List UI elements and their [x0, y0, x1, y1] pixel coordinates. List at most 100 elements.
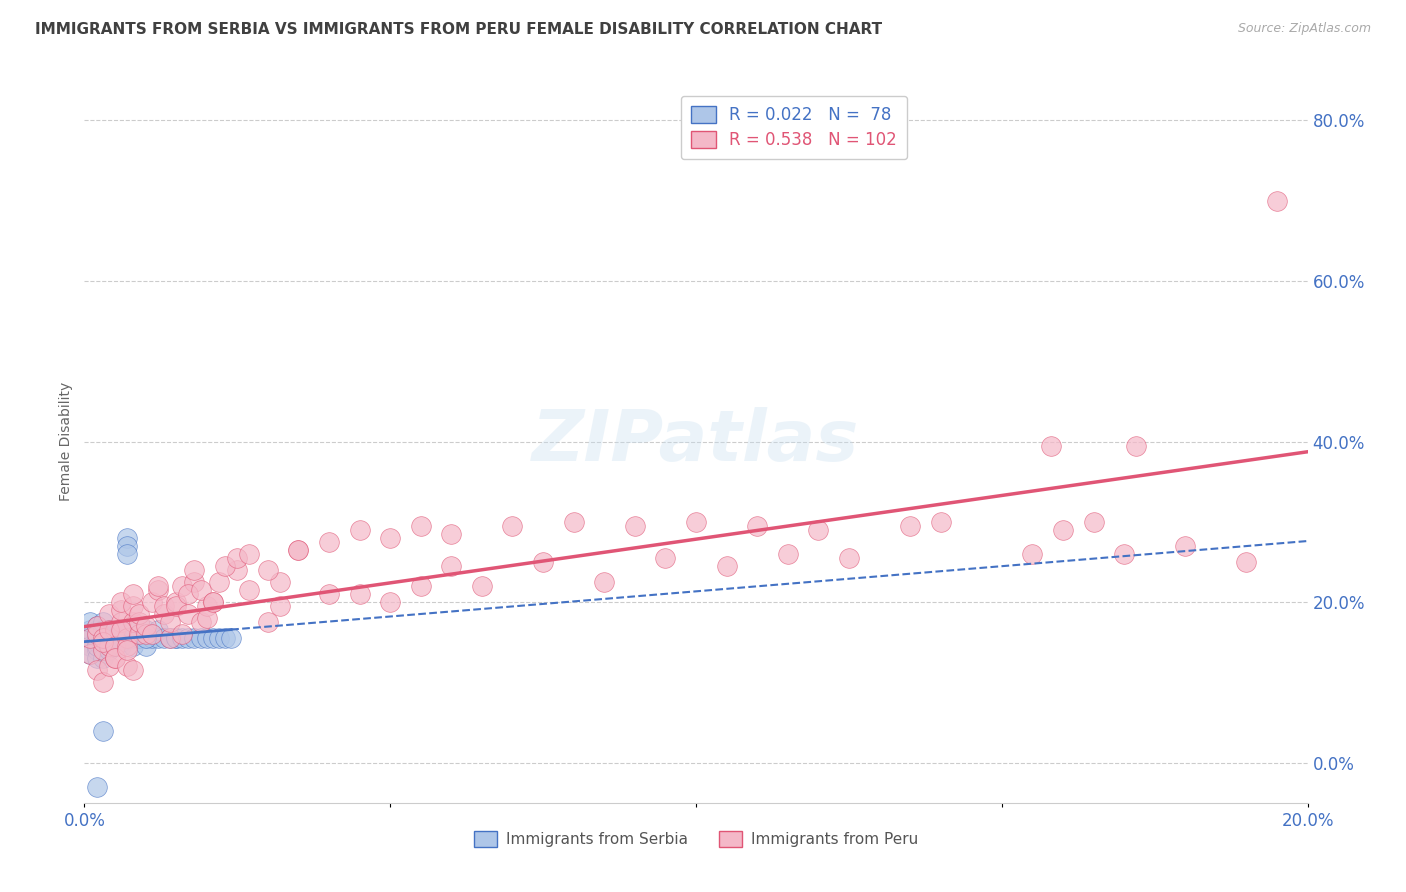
- Point: [97, 639, 120, 653]
- Point: [165, 599, 187, 614]
- Point: [776, 547, 799, 561]
- Point: [531, 555, 554, 569]
- Point: [208, 632, 231, 646]
- Point: [183, 563, 205, 577]
- Point: [201, 632, 224, 646]
- Point: [104, 639, 127, 653]
- Point: [91, 635, 114, 649]
- Point: [91, 632, 114, 646]
- Point: [190, 583, 212, 598]
- Point: [128, 632, 150, 646]
- Point: [440, 558, 463, 574]
- Text: ZIPatlas: ZIPatlas: [533, 407, 859, 476]
- Point: [1021, 547, 1043, 561]
- Point: [86, 639, 108, 653]
- Point: [135, 627, 157, 641]
- Point: [86, 664, 108, 678]
- Point: [91, 723, 114, 738]
- Point: [115, 547, 138, 561]
- Point: [349, 587, 371, 601]
- Point: [195, 632, 218, 646]
- Point: [128, 607, 150, 621]
- Point: [115, 531, 138, 545]
- Point: [104, 632, 127, 646]
- Point: [110, 627, 132, 641]
- Point: [214, 632, 236, 646]
- Point: [97, 635, 120, 649]
- Point: [153, 607, 176, 621]
- Point: [177, 607, 200, 621]
- Point: [91, 615, 114, 630]
- Point: [122, 599, 145, 614]
- Text: Source: ZipAtlas.com: Source: ZipAtlas.com: [1237, 22, 1371, 36]
- Point: [86, 619, 108, 633]
- Point: [172, 632, 194, 646]
- Point: [318, 534, 340, 549]
- Point: [183, 574, 205, 589]
- Point: [153, 599, 176, 614]
- Point: [135, 632, 157, 646]
- Point: [110, 623, 132, 637]
- Point: [257, 563, 280, 577]
- Point: [86, 639, 108, 653]
- Point: [97, 632, 120, 646]
- Point: [190, 632, 212, 646]
- Point: [97, 623, 120, 637]
- Y-axis label: Female Disability: Female Disability: [59, 382, 73, 501]
- Point: [79, 623, 101, 637]
- Point: [91, 632, 114, 646]
- Point: [104, 623, 127, 637]
- Point: [201, 595, 224, 609]
- Point: [86, 632, 108, 646]
- Point: [177, 632, 200, 646]
- Point: [86, 632, 108, 646]
- Point: [190, 615, 212, 630]
- Point: [183, 632, 205, 646]
- Point: [929, 515, 952, 529]
- Point: [287, 542, 309, 557]
- Point: [79, 648, 101, 662]
- Point: [91, 639, 114, 653]
- Point: [128, 615, 150, 630]
- Point: [115, 639, 138, 653]
- Point: [104, 623, 127, 637]
- Point: [195, 611, 218, 625]
- Point: [91, 635, 114, 649]
- Point: [110, 632, 132, 646]
- Point: [79, 632, 101, 646]
- Point: [471, 579, 494, 593]
- Point: [135, 623, 157, 637]
- Point: [1052, 523, 1074, 537]
- Point: [110, 615, 132, 630]
- Point: [86, 623, 108, 637]
- Point: [97, 623, 120, 637]
- Point: [409, 579, 432, 593]
- Point: [238, 547, 260, 561]
- Point: [91, 632, 114, 646]
- Point: [122, 615, 145, 630]
- Point: [86, 627, 108, 641]
- Point: [214, 558, 236, 574]
- Point: [1265, 194, 1288, 208]
- Point: [1125, 438, 1147, 452]
- Point: [97, 639, 120, 653]
- Point: [86, 627, 108, 641]
- Point: [122, 623, 145, 637]
- Point: [159, 632, 181, 646]
- Point: [208, 574, 231, 589]
- Point: [838, 550, 860, 566]
- Point: [86, 619, 108, 633]
- Point: [349, 523, 371, 537]
- Point: [226, 563, 249, 577]
- Point: [380, 531, 402, 545]
- Point: [257, 615, 280, 630]
- Point: [593, 574, 616, 589]
- Point: [219, 632, 242, 646]
- Point: [110, 623, 132, 637]
- Point: [110, 595, 132, 609]
- Point: [1083, 515, 1105, 529]
- Point: [141, 595, 163, 609]
- Point: [91, 651, 114, 665]
- Point: [86, 635, 108, 649]
- Point: [91, 623, 114, 637]
